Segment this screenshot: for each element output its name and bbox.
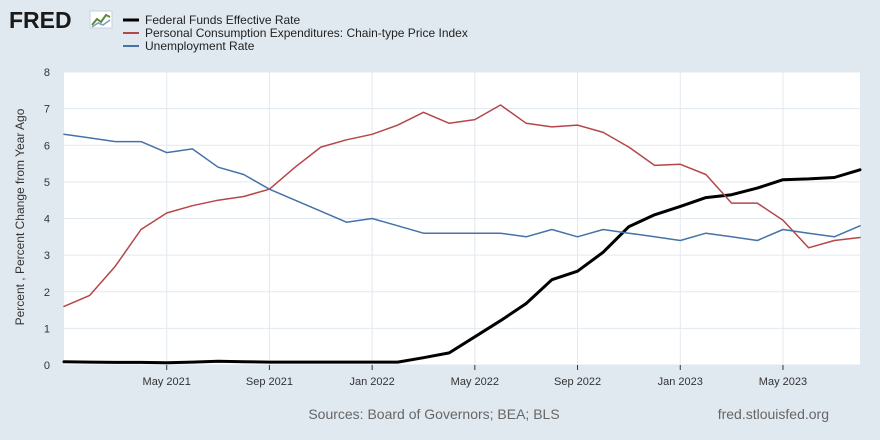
y-tick-label: 1 [44, 323, 50, 335]
x-tick-label: Sep 2022 [554, 376, 601, 388]
grid [64, 71, 860, 366]
legend-label: Federal Funds Effective Rate [145, 13, 301, 27]
x-tick-label: Jan 2023 [658, 376, 703, 388]
y-tick-label: 0 [44, 360, 50, 372]
x-axis-ticks: May 2021 Sep 2021 Jan 2022 May 2022 Sep 2022… [143, 365, 807, 388]
x-tick-label: Sep 2021 [246, 376, 293, 388]
source-note: Sources: Board of Governors; BEA; BLS [308, 406, 559, 422]
chart-line-icon [89, 10, 113, 29]
y-tick-label: 4 [44, 214, 50, 226]
series-layer [62, 104, 862, 365]
legend-label: Unemployment Rate [145, 39, 255, 53]
y-tick-label: 8 [44, 67, 50, 79]
y-tick-label: 7 [44, 104, 50, 116]
fred-logo[interactable]: FRED [9, 7, 113, 33]
y-axis-label: Percent , Percent Change from Year Ago [13, 108, 27, 325]
legend-label: Personal Consumption Expenditures: Chain… [145, 26, 468, 40]
y-tick-label: 6 [44, 140, 50, 152]
x-tick-label: May 2023 [759, 376, 807, 388]
x-tick-label: May 2021 [143, 376, 191, 388]
y-tick-label: 2 [44, 287, 50, 299]
series-line-2[interactable] [63, 104, 861, 308]
series-line-3[interactable] [63, 133, 861, 242]
logo-text: FRED [9, 7, 72, 33]
series-line-1[interactable] [62, 168, 862, 365]
y-tick-label: 3 [44, 250, 50, 262]
x-tick-label: May 2022 [451, 376, 499, 388]
y-tick-label: 5 [44, 177, 50, 189]
x-tick-label: Jan 2022 [349, 376, 394, 388]
site-link[interactable]: fred.stlouisfed.org [718, 406, 829, 422]
y-axis-ticks: 0 1 2 3 4 5 6 7 8 [44, 67, 50, 372]
